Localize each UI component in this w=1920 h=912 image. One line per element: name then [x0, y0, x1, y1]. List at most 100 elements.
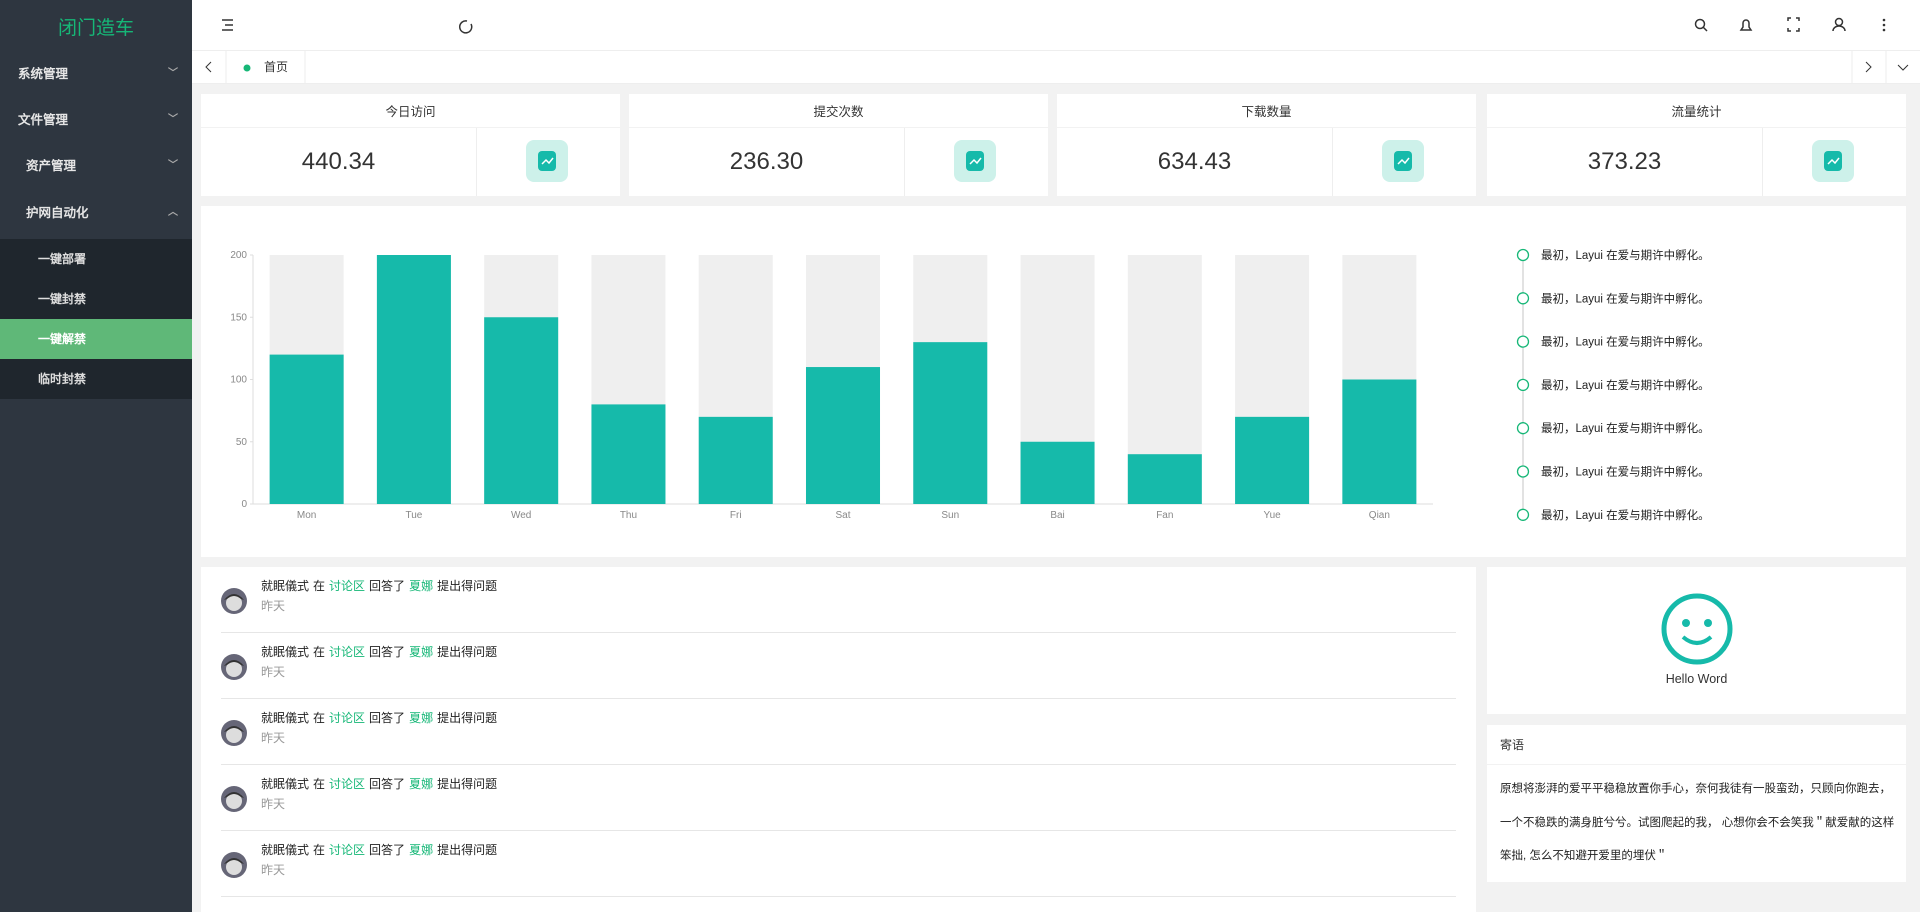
menu-label: 护网自动化: [26, 206, 89, 220]
activity-word: 就眠儀式: [261, 711, 310, 725]
activity-link[interactable]: 夏娜: [409, 777, 434, 791]
tab-dropdown[interactable]: [1897, 64, 1909, 71]
submenu-item[interactable]: 一键部署: [38, 252, 87, 266]
activity-time: 昨天: [261, 599, 286, 613]
stat-icon: [954, 140, 996, 182]
activity-item: 就眠儀式在讨论区 回答了 夏娜 提出得问题 昨天: [221, 831, 1456, 897]
timeline-dot: [1516, 508, 1530, 521]
activity-word: 就眠儀式: [261, 645, 310, 659]
activity-link[interactable]: 讨论区: [329, 843, 366, 857]
activity-word: 回答了: [369, 579, 406, 593]
activity-text: 就眠儀式在讨论区 回答了 夏娜 提出得问题: [261, 577, 501, 594]
activity-word: 回答了: [369, 843, 406, 857]
avatar: [221, 588, 247, 614]
activity-word: 回答了: [369, 645, 406, 659]
timeline-dot: [1516, 335, 1530, 348]
note-text: 原想将澎湃的爱平平稳稳放置你手心，奈何我徒有一股蛮劲，只顾向你跑去，一个不稳跌的…: [1500, 783, 1895, 862]
search[interactable]: [1694, 18, 1708, 32]
timeline-dot: [1516, 378, 1530, 392]
submenu-item[interactable]: 一键封禁: [38, 292, 87, 306]
submenu-item[interactable]: 一键解禁: [0, 319, 192, 359]
menu-toggle[interactable]: [222, 19, 233, 31]
x-tick-label: Mon: [297, 510, 316, 521]
activity-link[interactable]: 夏娜: [409, 645, 434, 659]
avatar: [221, 654, 247, 680]
activity-word: 提出得问题: [437, 645, 498, 659]
activity-time: 昨天: [261, 797, 286, 811]
y-tick-label: 100: [230, 375, 247, 386]
activity-item: 就眠儀式在讨论区 回答了 夏娜 提出得问题 昨天: [221, 699, 1456, 765]
activity-word: 回答了: [369, 711, 406, 725]
x-tick-label: Tue: [405, 510, 422, 521]
timeline-text: 最初，Layui 在爱与期许中孵化。: [1541, 335, 1710, 349]
tab-dot: [243, 64, 251, 72]
stat-value: 373.23: [1487, 128, 1763, 196]
x-tick-label: Wed: [511, 510, 531, 521]
notice[interactable]: [1739, 19, 1753, 31]
y-tick-label: 0: [241, 499, 247, 510]
refresh[interactable]: [459, 20, 473, 34]
activity-link[interactable]: 讨论区: [329, 645, 366, 659]
y-tick-label: 50: [236, 437, 248, 448]
timeline: 最初，Layui 在爱与期许中孵化。最初，Layui 在爱与期许中孵化。最初，L…: [1516, 248, 1710, 522]
menu-item[interactable]: 系统管理 ﹀: [0, 51, 192, 97]
activity-link[interactable]: 夏娜: [409, 843, 434, 857]
x-tick-label: Sun: [941, 510, 959, 521]
y-tick-label: 150: [230, 312, 247, 323]
chart-panel: 0 50 100 150 200 Mon Tue Wed Thu Fri Sat Sun Bai Fan Y…: [201, 206, 1906, 557]
chart: 0 50 100 150 200 Mon Tue Wed Thu Fri Sat Sun Bai Fan Y…: [230, 250, 1433, 521]
activity-word: 就眠儀式: [261, 843, 310, 857]
bar: [376, 255, 451, 504]
tab-arrows: [205, 51, 1909, 84]
activity-panel: 就眠儀式在讨论区 回答了 夏娜 提出得问题 昨天 就眠儀式在讨论区 回答了 夏娜 提出得问题 昨天…: [201, 567, 1476, 912]
header: [192, 0, 1920, 51]
timeline-text: 最初，Layui 在爱与期许中孵化。: [1541, 291, 1710, 305]
activity-link[interactable]: 夏娜: [409, 579, 434, 593]
tab-next[interactable]: [1865, 61, 1872, 73]
activity-word: 提出得问题: [437, 711, 498, 725]
menu-item[interactable]: 资产管理 ﹀: [0, 143, 192, 189]
smile-icon: [1661, 593, 1733, 665]
activity-link[interactable]: 讨论区: [329, 777, 366, 791]
activity-text: 就眠儀式在讨论区 回答了 夏娜 提出得问题: [261, 709, 501, 726]
y-tick-label: 200: [230, 250, 247, 261]
user[interactable]: [1832, 17, 1846, 32]
stat-icon: [1812, 140, 1854, 182]
activity-link[interactable]: 夏娜: [409, 711, 434, 725]
timeline-text: 最初，Layui 在爱与期许中孵化。: [1541, 248, 1710, 262]
bar: [1127, 454, 1202, 504]
more[interactable]: [1882, 18, 1886, 32]
activity-link[interactable]: 讨论区: [329, 579, 366, 593]
menu-label: 系统管理: [18, 67, 69, 81]
fullscreen[interactable]: [1787, 17, 1800, 32]
activity-word: 就眠儀式: [261, 777, 310, 791]
activity-word: 回答了: [369, 777, 406, 791]
menu-item[interactable]: 文件管理 ﹀: [0, 97, 192, 143]
bar: [698, 416, 773, 504]
activity-time: 昨天: [261, 731, 286, 745]
bar: [1020, 441, 1095, 504]
activity-word: 就眠儀式: [261, 579, 310, 593]
activity-item: 就眠儀式在讨论区 回答了 夏娜 提出得问题 昨天: [221, 765, 1456, 831]
menu-arrow: ﹀: [168, 68, 178, 79]
avatar: [221, 852, 247, 878]
activity-text: 就眠儀式在讨论区 回答了 夏娜 提出得问题: [261, 643, 501, 660]
stat-title: 提交次数: [629, 94, 1048, 128]
menu-item[interactable]: 护网自动化 ︿: [0, 190, 192, 236]
bar: [1342, 379, 1417, 504]
tab[interactable]: 首页: [264, 60, 289, 74]
submenu-item[interactable]: 临时封禁: [38, 372, 87, 386]
activity-time: 昨天: [261, 665, 286, 679]
menu-label: 资产管理: [26, 159, 77, 173]
timeline-dot: [1516, 422, 1530, 435]
stat-value: 236.30: [629, 128, 905, 196]
note-card: 寄语 原想将澎湃的爱平平稳稳放置你手心，奈何我徒有一股蛮劲，只顾向你跑去，一个不…: [1487, 725, 1906, 882]
x-tick-label: Thu: [620, 510, 637, 521]
stat-title: 今日访问: [201, 94, 620, 128]
stat-value: 440.34: [201, 128, 477, 196]
activity-link[interactable]: 讨论区: [329, 711, 366, 725]
tab-prev[interactable]: [205, 61, 212, 73]
timeline-text: 最初，Layui 在爱与期许中孵化。: [1541, 378, 1710, 392]
stat-title: 下载数量: [1057, 94, 1476, 128]
